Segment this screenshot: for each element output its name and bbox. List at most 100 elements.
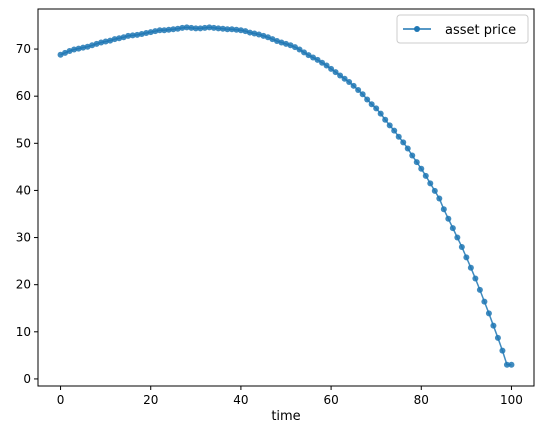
data-point: [350, 82, 357, 89]
data-point: [278, 39, 285, 46]
data-point: [165, 26, 172, 33]
y-tick-label: 20: [16, 278, 31, 292]
data-point: [296, 46, 303, 53]
data-point: [260, 32, 267, 39]
y-tick-label: 60: [16, 89, 31, 103]
y-tick-label: 70: [16, 42, 31, 56]
data-point: [237, 27, 244, 34]
data-point: [386, 122, 393, 129]
data-point: [206, 24, 213, 31]
y-tick-label: 10: [16, 325, 31, 339]
data-point: [283, 40, 289, 47]
x-tick-label: 80: [414, 393, 429, 407]
data-point: [508, 361, 515, 368]
data-point: [341, 75, 348, 82]
data-point: [377, 110, 384, 117]
data-point: [62, 49, 69, 56]
data-point: [490, 322, 497, 329]
data-point: [494, 334, 501, 341]
data-point: [264, 34, 271, 41]
data-point: [499, 347, 506, 354]
x-tick-label: 40: [233, 393, 248, 407]
data-point: [251, 30, 258, 37]
data-point: [337, 72, 344, 79]
data-point: [373, 105, 380, 112]
data-point: [219, 25, 226, 32]
data-point: [467, 264, 474, 271]
data-point: [355, 87, 362, 94]
data-point: [129, 32, 136, 39]
data-point: [445, 215, 452, 222]
data-point: [314, 56, 321, 63]
data-point: [120, 34, 127, 41]
data-point: [476, 286, 483, 293]
data-point: [382, 116, 389, 123]
data-point: [503, 361, 510, 368]
data-point: [143, 30, 150, 37]
data-point: [323, 62, 330, 69]
data-point: [57, 51, 64, 58]
data-point: [71, 46, 78, 53]
data-point: [224, 26, 231, 33]
data-point: [192, 25, 199, 32]
data-point: [436, 195, 443, 202]
data-point: [301, 49, 308, 56]
data-point: [454, 234, 461, 241]
y-tick-label: 0: [23, 372, 31, 386]
data-point: [134, 31, 141, 38]
data-point: [319, 59, 326, 66]
plot-frame: [37, 8, 535, 387]
x-tick-label: 60: [323, 393, 338, 407]
data-point: [93, 40, 100, 47]
data-point: [111, 36, 118, 43]
data-point: [449, 225, 456, 232]
data-point: [183, 24, 190, 31]
data-point: [138, 30, 145, 37]
y-tick-label: 40: [16, 183, 31, 197]
series-layer: [57, 24, 515, 368]
data-point: [472, 275, 479, 282]
data-point: [156, 27, 163, 34]
legend-marker-swatch: [414, 26, 420, 32]
data-point: [116, 35, 123, 42]
data-point: [269, 36, 276, 43]
x-axis-label: time: [271, 409, 300, 424]
legend-label: asset price: [445, 23, 516, 38]
data-point: [174, 25, 181, 32]
data-point: [364, 96, 371, 103]
y-tick-label: 30: [16, 231, 31, 245]
data-point: [75, 45, 82, 52]
data-point: [395, 133, 402, 140]
data-point: [102, 38, 109, 45]
data-point: [427, 180, 434, 187]
data-point: [197, 25, 204, 32]
data-point: [161, 27, 168, 34]
legend-box: [396, 14, 529, 44]
data-point: [400, 139, 407, 146]
data-point: [80, 44, 87, 51]
data-point: [201, 24, 208, 31]
data-point: [422, 172, 429, 179]
data-point: [310, 54, 317, 61]
data-point: [242, 28, 249, 35]
data-point: [246, 29, 253, 36]
data-point: [170, 26, 177, 33]
data-point: [215, 25, 222, 32]
data-point: [463, 254, 470, 261]
data-point: [413, 159, 420, 166]
data-point: [440, 206, 447, 213]
data-point: [391, 127, 398, 134]
data-point: [418, 165, 425, 172]
data-point: [233, 26, 240, 33]
plot-area: [38, 9, 534, 386]
data-point: [228, 26, 235, 33]
y-tick-label: 50: [16, 136, 31, 150]
data-point: [66, 47, 73, 54]
legend: asset price: [396, 14, 529, 44]
data-point: [359, 91, 366, 98]
data-point: [431, 187, 438, 194]
data-point: [210, 24, 217, 31]
x-tick-label: 0: [57, 393, 65, 407]
